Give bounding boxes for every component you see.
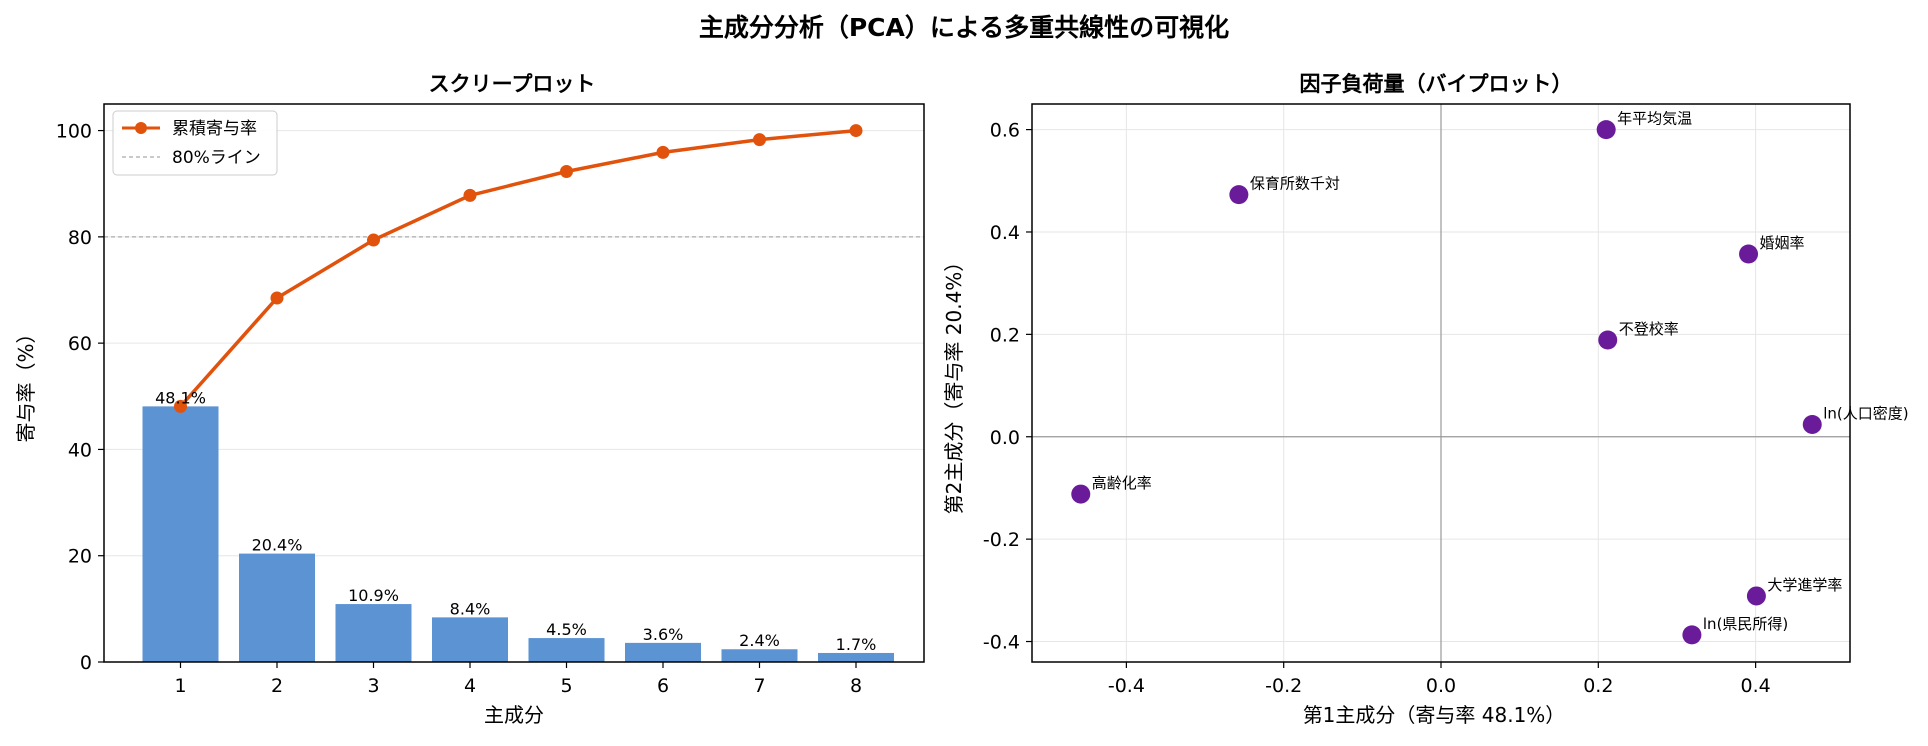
scree-y-axis-label: 寄与率（%）: [14, 323, 38, 442]
loading-point: [1682, 625, 1702, 645]
bar-value-label: 20.4%: [252, 536, 303, 555]
loading-label: 不登校率: [1619, 320, 1679, 338]
loading-label: 高齢化率: [1092, 474, 1152, 492]
bar-value-label: 3.6%: [643, 625, 684, 644]
bar-value-label: 2.4%: [739, 631, 780, 650]
x-tick-label: 3: [367, 675, 379, 697]
x-tick-label: 7: [753, 675, 765, 697]
biplot-title: 因子負荷量（バイプロット）: [1300, 72, 1573, 96]
cumulative-line: [179, 128, 857, 408]
scree-x-ticks: 1 2 3 4 5 6 7 8: [174, 662, 862, 697]
cumulative-marker: [270, 291, 284, 305]
y-tick-label: -0.4: [983, 632, 1020, 654]
y-tick-label: 0.6: [990, 120, 1020, 142]
x-tick-label: 0.4: [1741, 675, 1771, 697]
y-tick-label: 0: [80, 652, 92, 674]
loading-point: [1229, 185, 1249, 205]
scree-y-ticks: 0 20 40 60 80 100: [56, 121, 104, 674]
x-tick-label: 5: [560, 675, 572, 697]
biplot-x-axis-label: 第1主成分（寄与率 48.1%）: [1303, 703, 1566, 727]
y-tick-label: 60: [68, 333, 92, 355]
legend-entry-80-line: 80%ライン: [172, 148, 261, 168]
y-tick-label: 80: [68, 227, 92, 249]
x-tick-label: -0.2: [1265, 675, 1302, 697]
loading-point: [1598, 330, 1618, 350]
cumulative-marker: [174, 399, 187, 413]
loading-point: [1802, 414, 1822, 434]
y-tick-label: 0.0: [990, 427, 1020, 449]
bar-value-label: 10.9%: [348, 586, 399, 605]
y-tick-label: 40: [68, 439, 92, 461]
cumulative-marker: [849, 124, 863, 138]
cumulative-marker: [560, 164, 573, 178]
x-tick-label: 6: [657, 675, 669, 697]
scree-bar: [818, 652, 894, 662]
loading-label: 大学進学率: [1767, 576, 1842, 594]
y-tick-label: 0.4: [990, 222, 1020, 244]
loading-label: ln(県民所得): [1703, 615, 1788, 633]
x-tick-label: 4: [464, 675, 476, 697]
y-tick-label: 20: [68, 546, 92, 568]
scree-bar: [335, 604, 412, 662]
scree-bar: [721, 649, 798, 662]
loading-label: 婚姻率: [1760, 234, 1805, 252]
scree-plot-title: スクリープロット: [429, 72, 596, 96]
scree-bar: [142, 406, 219, 662]
figure-title: 主成分分析（PCA）による多重共線性の可視化: [699, 13, 1229, 42]
y-tick-label: -0.2: [983, 529, 1020, 551]
scree-bar: [239, 553, 315, 662]
scree-legend: 累積寄与率 80%ライン: [112, 110, 278, 176]
biplot-x-ticks: -0.4 -0.2 0.0 0.2 0.4: [1108, 662, 1771, 697]
loading-point: [1739, 244, 1759, 264]
x-tick-label: 8: [850, 675, 862, 697]
loading-point: [1596, 120, 1616, 140]
bar-value-label: 48.1%: [155, 388, 206, 407]
biplot-y-ticks: -0.4 -0.2 0.0 0.2 0.4 0.6: [983, 120, 1032, 654]
x-tick-label: 1: [174, 675, 186, 697]
x-tick-label: 0.2: [1583, 675, 1613, 697]
loading-label: ln(人口密度): [1823, 404, 1908, 422]
bar-value-label: 4.5%: [546, 620, 587, 639]
x-tick-label: 2: [271, 675, 283, 697]
y-tick-label: 100: [56, 121, 92, 143]
y-tick-label: 0.2: [990, 324, 1020, 346]
cumulative-marker: [463, 188, 477, 202]
x-tick-label: 0.0: [1426, 675, 1456, 697]
bar-value-label: 1.7%: [836, 635, 877, 654]
loading-point: [1746, 586, 1766, 606]
scree-plot: スクリープロット 48.1% 20.4% 10.9% 8.4% 4.5% 3.6% 2.4%…: [14, 72, 925, 727]
scree-bars: [142, 406, 894, 662]
scree-axes-frame: [103, 103, 925, 663]
scree-x-axis-label: 主成分: [484, 703, 544, 727]
cumulative-marker: [656, 145, 670, 159]
scree-bar: [432, 617, 508, 662]
legend-entry-cumulative: 累積寄与率: [172, 119, 257, 139]
legend-marker-swatch: [135, 122, 147, 134]
biplot-zero-lines: [1032, 104, 1850, 662]
loading-label: 保育所数千対: [1250, 175, 1340, 193]
scree-bar: [528, 638, 605, 662]
x-tick-label: -0.4: [1108, 675, 1145, 697]
biplot-y-axis-label: 第2主成分（寄与率 20.4%）: [942, 252, 966, 515]
scree-bar: [625, 642, 701, 662]
scree-bar-labels: 48.1% 20.4% 10.9% 8.4% 4.5% 3.6% 2.4% 1.7%: [155, 388, 876, 654]
cumulative-marker: [367, 233, 380, 247]
scree-grid: [104, 130, 924, 663]
loading-point: [1071, 484, 1091, 504]
scree-cumulative-line: [174, 124, 863, 413]
loading-label: 年平均気温: [1617, 110, 1692, 128]
cumulative-marker: [753, 133, 766, 147]
bar-value-label: 8.4%: [450, 599, 491, 618]
